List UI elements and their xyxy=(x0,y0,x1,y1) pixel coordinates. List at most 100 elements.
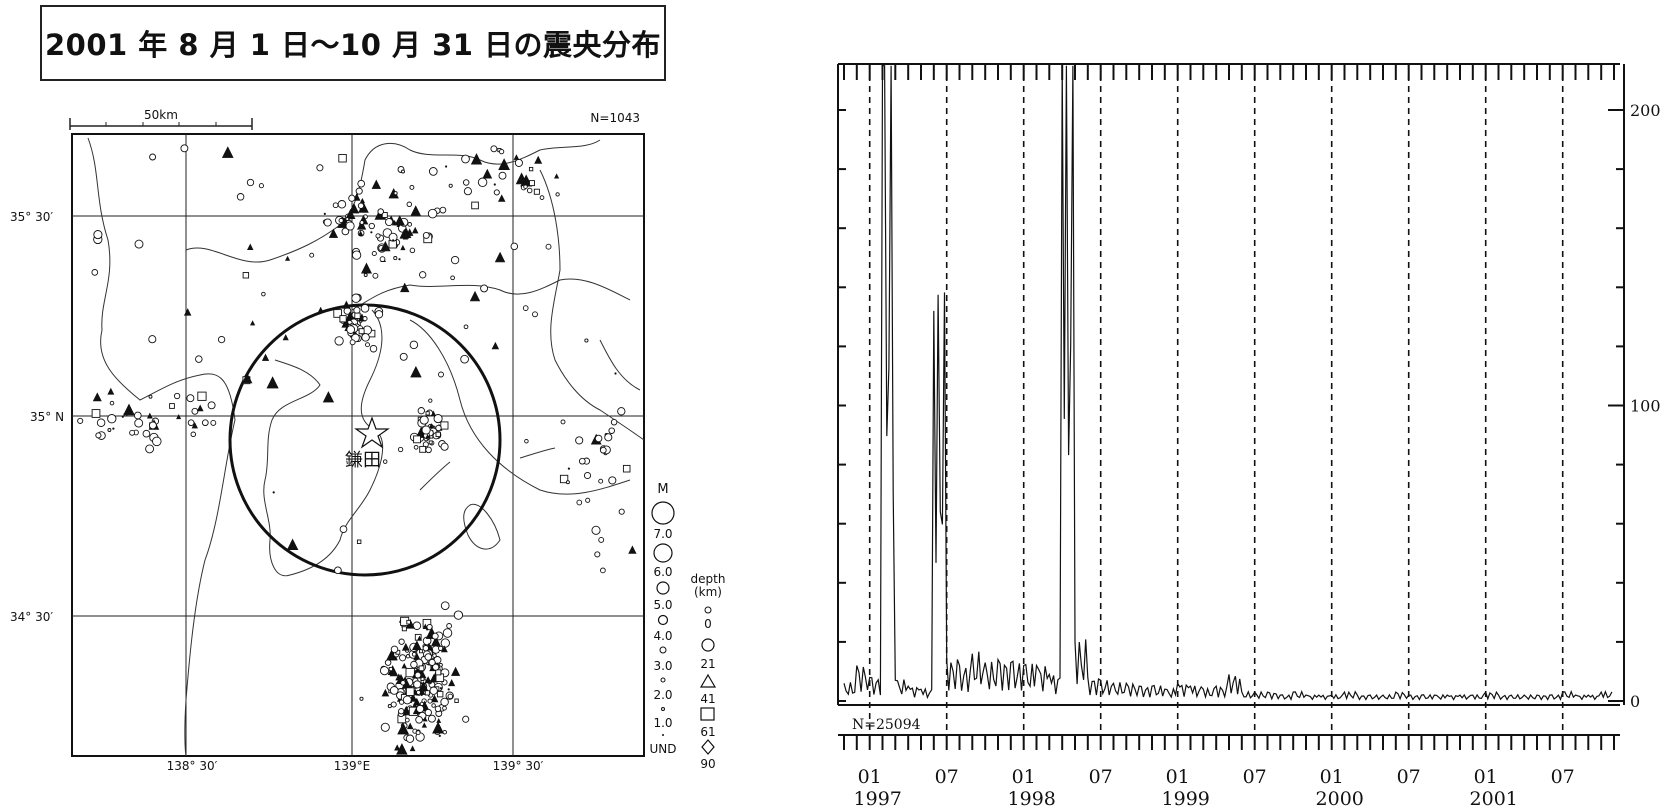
epicenter-point xyxy=(463,187,472,196)
epicenter-point xyxy=(523,184,528,189)
epicenter-point xyxy=(421,722,427,728)
epicenter-point xyxy=(436,718,442,723)
epicenter-point xyxy=(173,392,181,400)
epicenter-point xyxy=(610,418,618,426)
depth-legend-title: depth xyxy=(691,572,726,586)
epicenter-point xyxy=(334,566,342,575)
epicenter-point xyxy=(388,240,397,249)
epicenter-point xyxy=(591,525,601,535)
epicenter-point xyxy=(258,183,264,189)
epicenter-point xyxy=(169,403,175,409)
epicenter-point xyxy=(345,217,350,222)
epicenter-point xyxy=(399,654,407,662)
epicenter-point xyxy=(490,145,498,153)
epicenter-point xyxy=(380,722,390,732)
epicenter-point xyxy=(622,464,631,473)
x-tick-labels: 01 07 01 07 01 07 01 07 01 07 1997 1998 1999 2000 2001 xyxy=(854,766,1575,810)
epicenter-point xyxy=(608,476,617,485)
epicenter-point xyxy=(442,628,453,638)
epicenter-point xyxy=(421,425,431,435)
epicenter-point xyxy=(405,654,411,659)
epicenter-point xyxy=(351,293,361,303)
epicenter-point xyxy=(578,457,586,465)
x-year-label: 1998 xyxy=(1008,788,1056,810)
epicenter-point xyxy=(217,335,226,344)
epicenter-point xyxy=(236,193,245,201)
lat-label-35: 35° N xyxy=(30,410,64,424)
epicenter-point xyxy=(545,243,552,250)
epicenter-point xyxy=(390,645,399,654)
lon-label-139-30: 139° 30′ xyxy=(493,759,544,773)
epicenter-point xyxy=(462,179,470,186)
epicenter-point xyxy=(435,669,442,676)
epicenter-point xyxy=(604,433,613,442)
scale-bar xyxy=(69,118,253,130)
epicenter-point xyxy=(480,284,489,293)
epicenter-point xyxy=(461,154,470,164)
epicenter-point xyxy=(323,212,326,215)
epicenter-point xyxy=(398,258,401,261)
epicenter-point xyxy=(411,226,419,234)
epicenter-point xyxy=(614,372,617,375)
epicenter-point xyxy=(148,421,157,430)
epicenter-point xyxy=(427,644,434,651)
epicenter-point xyxy=(584,338,589,343)
epicenter-point xyxy=(470,153,483,165)
epicenter-point xyxy=(134,418,144,428)
epicenter-point xyxy=(186,394,195,403)
epicenter-point xyxy=(617,407,626,416)
epicenter-point xyxy=(430,694,439,703)
scale-label: 50km xyxy=(144,108,178,122)
epicenter-point xyxy=(393,191,398,196)
epicenter-point xyxy=(107,428,112,432)
epicenter-point xyxy=(438,371,444,378)
epicenter-point xyxy=(359,220,365,225)
epicenter-point xyxy=(471,201,479,210)
epicenter-point xyxy=(477,177,488,188)
epicenter-point xyxy=(316,164,324,172)
epicenter-point xyxy=(493,189,500,196)
epicenter-point xyxy=(201,419,209,427)
epicenter-point xyxy=(427,208,438,219)
x-tick-label: 01 xyxy=(858,766,882,788)
epicenter-point xyxy=(413,444,419,450)
epicenter-point xyxy=(381,212,388,218)
epicenter-point xyxy=(559,474,569,484)
epicenter-point xyxy=(379,666,390,676)
epicenter-point xyxy=(123,403,135,416)
epicenter-point xyxy=(585,497,591,503)
x-tick-label: 07 xyxy=(1397,766,1421,788)
epicenter-point xyxy=(415,715,423,724)
epicenter-point xyxy=(431,632,439,640)
epicenter-point xyxy=(332,202,339,209)
epicenter-point xyxy=(261,291,266,297)
epicenter-point xyxy=(422,645,429,652)
mag-3-label: 3.0 xyxy=(653,659,672,673)
epicenter-point xyxy=(428,167,438,176)
mag-und-symbol xyxy=(662,734,664,736)
graticule xyxy=(72,134,644,756)
epicenter-point xyxy=(428,423,434,429)
epicenter-point xyxy=(440,442,449,451)
mag-6-label: 6.0 xyxy=(653,565,672,579)
epicenter-point xyxy=(435,424,442,432)
epicenter-point xyxy=(309,252,315,258)
epicenter-point xyxy=(618,508,625,515)
epicenter-point xyxy=(375,233,381,239)
x-tick-label: 01 xyxy=(1166,766,1190,788)
epicenter-point xyxy=(334,336,344,346)
epicenter-point xyxy=(371,179,381,189)
epicenter-point xyxy=(420,676,425,681)
epicenter-point xyxy=(360,303,370,313)
epicenter-point xyxy=(440,601,450,611)
epicenter-point xyxy=(565,480,570,485)
epicenter-point xyxy=(339,315,347,323)
epicenter-point xyxy=(384,659,392,666)
epicenter-point xyxy=(422,623,428,629)
y-tick-labels: 0 100 200 xyxy=(1630,101,1661,711)
epicenter-point xyxy=(415,730,421,736)
epicenter-point xyxy=(600,567,606,574)
epicenter-point xyxy=(107,387,115,395)
epicenter-point xyxy=(451,666,461,676)
epicenter-point xyxy=(462,715,470,723)
